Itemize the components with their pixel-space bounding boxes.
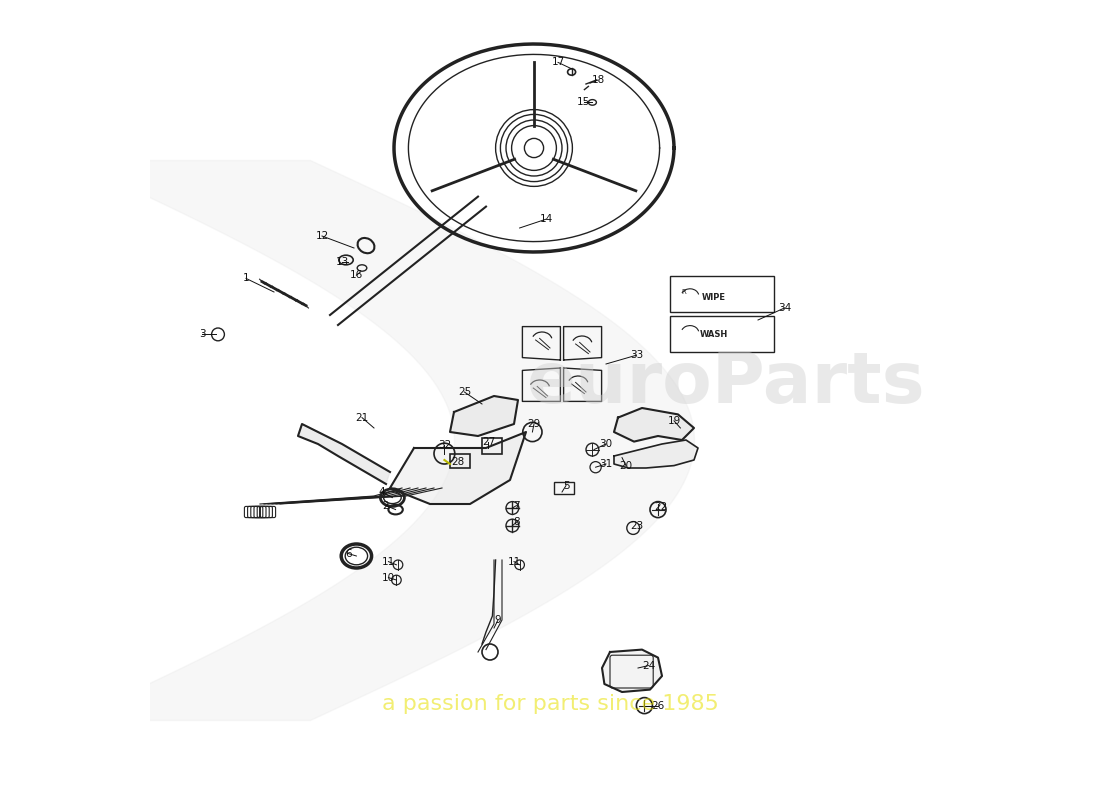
Text: 23: 23 <box>630 521 644 530</box>
Text: 20: 20 <box>619 461 632 470</box>
Polygon shape <box>614 440 698 468</box>
Text: 26: 26 <box>651 701 664 710</box>
Text: 12: 12 <box>316 231 329 241</box>
Polygon shape <box>450 396 518 436</box>
Text: 4: 4 <box>378 487 385 497</box>
Text: 9: 9 <box>495 615 502 625</box>
Text: 13: 13 <box>336 258 349 267</box>
Text: WIPE: WIPE <box>702 293 726 302</box>
Text: 19: 19 <box>668 416 681 426</box>
Text: 30: 30 <box>600 439 613 449</box>
Text: 3: 3 <box>199 330 206 339</box>
Text: 8: 8 <box>513 518 519 527</box>
Text: 14: 14 <box>539 214 552 224</box>
Text: 6: 6 <box>345 549 352 558</box>
Text: euroParts: euroParts <box>527 350 925 418</box>
Text: 15: 15 <box>578 98 591 107</box>
Text: 17: 17 <box>551 58 564 67</box>
Text: 11: 11 <box>507 557 520 566</box>
Text: 29: 29 <box>527 419 540 429</box>
Text: 27: 27 <box>482 437 495 446</box>
Polygon shape <box>614 408 694 442</box>
Text: 25: 25 <box>458 387 471 397</box>
Text: a passion for parts since 1985: a passion for parts since 1985 <box>382 694 718 714</box>
Polygon shape <box>298 424 390 484</box>
Text: 18: 18 <box>592 75 605 85</box>
Text: 5: 5 <box>563 481 570 490</box>
Text: 2: 2 <box>383 501 389 510</box>
Text: R: R <box>681 289 686 294</box>
Text: 10: 10 <box>382 573 395 582</box>
Text: 28: 28 <box>451 458 464 467</box>
Text: 11: 11 <box>382 557 395 566</box>
Text: 7: 7 <box>513 501 519 510</box>
Polygon shape <box>390 432 526 504</box>
Text: 33: 33 <box>630 350 644 360</box>
Text: 31: 31 <box>600 459 613 469</box>
Text: 1: 1 <box>243 274 250 283</box>
Text: 24: 24 <box>641 661 654 670</box>
Text: 16: 16 <box>350 270 363 280</box>
Text: 21: 21 <box>355 413 368 422</box>
Text: 34: 34 <box>778 303 791 313</box>
Text: WASH: WASH <box>700 330 728 339</box>
Polygon shape <box>602 650 662 692</box>
Text: 22: 22 <box>653 502 667 512</box>
Text: 32: 32 <box>438 440 451 450</box>
